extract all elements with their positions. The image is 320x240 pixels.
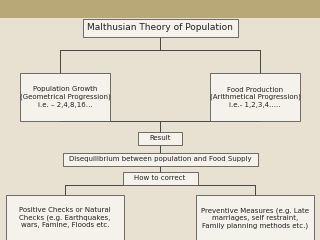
- Bar: [138, 132, 182, 144]
- Text: Preventive Measures (e.g. Late
marriages, self restraint,
Family planning method: Preventive Measures (e.g. Late marriages…: [201, 207, 309, 229]
- Text: Population Growth
(Geometrical Progression)
i.e. – 2,4,8,16…: Population Growth (Geometrical Progressi…: [20, 86, 110, 108]
- Bar: [196, 195, 314, 240]
- Text: How to correct: How to correct: [134, 175, 186, 181]
- Bar: [62, 152, 258, 166]
- Text: Positive Checks or Natural
Checks (e.g. Earthquakes,
wars, Famine, Floods etc.: Positive Checks or Natural Checks (e.g. …: [19, 208, 111, 228]
- Bar: [123, 172, 197, 185]
- Text: Food Production
(Arithmetical Progression)
i.e.- 1,2,3,4…..: Food Production (Arithmetical Progressio…: [210, 86, 300, 108]
- Text: Malthusian Theory of Population: Malthusian Theory of Population: [87, 24, 233, 32]
- Text: Disequilibrium between population and Food Supply: Disequilibrium between population and Fo…: [69, 156, 251, 162]
- Bar: [6, 195, 124, 240]
- Text: Result: Result: [149, 135, 171, 141]
- Bar: [210, 73, 300, 121]
- Bar: [0, 0, 320, 18]
- Bar: [83, 19, 237, 37]
- Bar: [20, 73, 110, 121]
